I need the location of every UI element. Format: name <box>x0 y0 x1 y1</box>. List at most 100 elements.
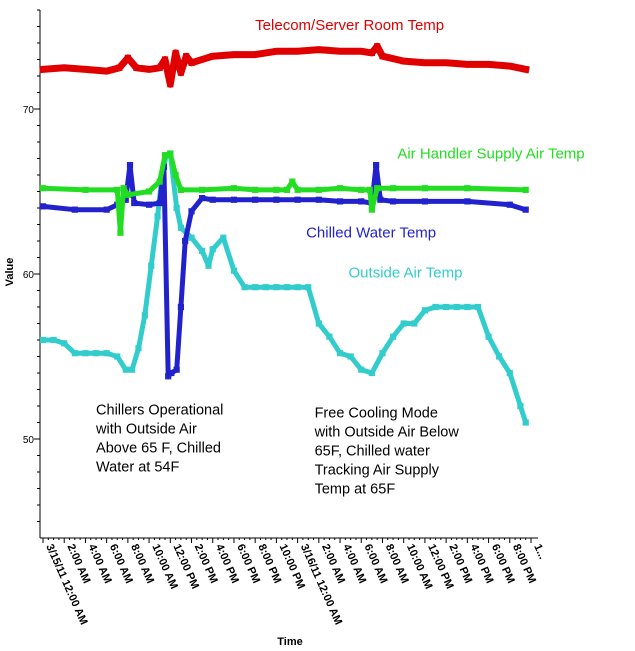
data-point <box>39 336 47 344</box>
annotation-line: 65F, Chilled water <box>315 444 430 460</box>
data-point <box>379 53 386 60</box>
annotation-line: Water at 54F <box>96 459 179 475</box>
data-point <box>294 284 301 291</box>
data-point <box>114 353 121 360</box>
data-point <box>209 53 216 60</box>
data-point <box>177 303 185 311</box>
data-point <box>230 267 238 274</box>
data-point <box>522 186 529 193</box>
data-point <box>485 61 492 68</box>
data-point <box>135 345 142 352</box>
data-point <box>71 350 78 357</box>
data-point <box>443 303 450 311</box>
data-point <box>124 191 131 198</box>
data-point <box>373 162 380 169</box>
data-point <box>177 224 185 231</box>
data-point <box>315 320 322 327</box>
data-point <box>82 66 89 73</box>
data-point <box>39 66 47 73</box>
data-point <box>485 333 492 340</box>
data-point <box>61 340 68 347</box>
data-point <box>294 48 301 55</box>
data-point <box>336 350 344 357</box>
data-point <box>141 312 148 319</box>
data-point <box>374 43 381 50</box>
data-point <box>358 366 365 373</box>
data-point <box>156 199 163 207</box>
data-point <box>400 320 407 327</box>
data-point <box>103 67 110 75</box>
y-axis-title: Value <box>4 258 16 287</box>
y-tick-label: 70 <box>23 105 35 116</box>
data-point <box>39 203 47 210</box>
data-point <box>273 48 280 55</box>
data-point <box>336 48 344 55</box>
data-point <box>199 186 206 193</box>
series-telecom-server-room-temp <box>39 42 530 88</box>
data-point <box>432 303 439 311</box>
annotation-line: Temp at 65F <box>315 482 396 498</box>
data-point <box>389 185 397 192</box>
data-point <box>165 373 172 380</box>
annotation-line: Free Cooling Mode <box>315 406 438 422</box>
data-point <box>522 206 529 213</box>
annotation-line: Tracking Air Supply <box>315 463 440 479</box>
data-point <box>289 178 296 185</box>
data-point <box>252 196 259 203</box>
data-point <box>199 195 206 202</box>
series-label-telecom-server-room-temp: Telecom/Server Room Temp <box>255 17 444 34</box>
data-point <box>358 186 365 193</box>
data-point <box>273 186 280 193</box>
data-point <box>474 303 482 311</box>
data-point <box>209 246 216 253</box>
data-point <box>161 56 169 63</box>
annotation-line: with Outside Air Below <box>314 425 460 441</box>
data-point <box>389 198 397 205</box>
data-point <box>517 402 524 410</box>
data-point <box>252 186 259 193</box>
data-point <box>305 284 312 291</box>
data-point <box>122 366 129 373</box>
data-point <box>400 58 407 65</box>
data-point <box>443 59 450 66</box>
data-point <box>506 369 513 377</box>
data-point <box>167 150 174 157</box>
data-point <box>145 201 153 208</box>
data-point <box>336 198 344 205</box>
data-point <box>411 320 418 327</box>
data-point <box>126 162 134 169</box>
data-point <box>120 185 127 192</box>
data-point <box>117 229 124 236</box>
data-point <box>82 186 89 193</box>
data-point <box>421 185 429 192</box>
data-point <box>156 64 163 71</box>
data-point <box>294 196 301 203</box>
data-point <box>241 284 248 291</box>
data-point <box>205 262 212 269</box>
data-point <box>421 198 429 205</box>
data-point <box>315 196 322 203</box>
data-point <box>145 66 153 73</box>
data-point <box>167 81 174 88</box>
data-point <box>326 333 333 340</box>
data-point <box>39 185 47 192</box>
data-point <box>154 213 161 220</box>
annotation-line: Chillers Operational <box>96 402 223 418</box>
data-point <box>188 234 195 241</box>
annotation-text: Free Cooling Mode with Outside Air Below 6… <box>314 406 460 498</box>
data-point <box>368 206 375 213</box>
series-layer <box>39 42 530 426</box>
data-point <box>92 350 100 357</box>
data-point <box>283 284 291 291</box>
annotations-layer: Chillers Operational with Outside Air Abov… <box>95 402 459 497</box>
data-point <box>522 419 529 426</box>
data-point <box>145 188 153 195</box>
data-point <box>133 64 140 71</box>
data-point <box>129 366 136 373</box>
data-point <box>103 350 110 357</box>
y-tick-label: 50 <box>23 435 35 446</box>
data-point <box>374 185 381 192</box>
data-point <box>506 201 513 208</box>
series-line <box>39 42 530 88</box>
data-point <box>230 185 238 192</box>
